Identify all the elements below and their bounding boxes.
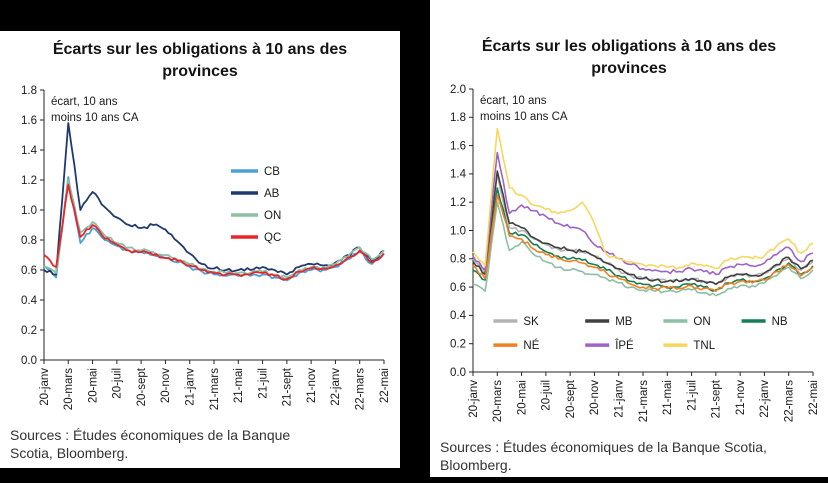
x-tick-label: 22-janv [759,380,771,418]
x-tick-label: 22-mars [355,368,367,410]
y-tick-label: 0.2 [21,325,37,337]
x-tick-label: 21-mai [662,380,674,415]
x-tick-label: 20-nov [589,380,601,415]
y-tick-label: 2.0 [450,84,466,96]
x-tick-label: 20-janv [39,368,51,406]
x-tick-label: 22-janv [330,368,342,406]
series-line-ÎPÉ [472,152,814,276]
legend-label-NÉ: NÉ [523,339,539,352]
series-line-AB [43,122,385,276]
legend-label-ÎPÉ: ÎPÉ [614,339,634,352]
x-tick-label: 21-sept [711,379,723,418]
left-chart-title: Écarts sur les obligations à 10 ans des … [52,41,348,80]
x-tick-label: 21-mai [233,368,245,403]
y-tick-label: 1.8 [21,85,37,97]
y-tick-label: 1.4 [450,169,467,181]
plot-annotation: écart, 10 ans [51,96,118,108]
x-tick-label: 20-mars [63,368,75,410]
left-source-note: Sources : Études économiques de la Banqu… [10,427,291,462]
x-tick-label: 21-sept [282,367,294,406]
x-tick-label: 21-juil [257,368,269,399]
plot-annotation: moins 10 ans CA [480,111,568,123]
series-line-SK [472,173,814,286]
x-tick-label: 22-mai [808,380,820,415]
series-line-ON [43,179,385,279]
y-tick-label: 0.4 [450,310,467,322]
series-line-TNL [472,127,814,270]
legend-label-NB: NB [772,316,788,328]
y-tick-label: 0.6 [21,265,37,277]
legend-label-SK: SK [523,316,539,328]
series-line-NÉ [472,194,814,293]
x-tick-label: 20-sept [136,367,148,406]
legend-label-MB: MB [615,316,633,328]
y-tick-label: 1.6 [450,141,466,153]
plot-annotation: moins 10 ans CA [51,112,139,124]
x-tick-label: 20-nov [160,368,172,403]
y-tick-label: 1.2 [450,197,466,209]
legend-label-ON: ON [264,210,281,222]
y-tick-label: 1.2 [21,175,37,187]
y-tick-label: 0.8 [21,235,37,247]
x-tick-label: 21-janv [614,380,626,418]
x-tick-label: 20-juil [541,380,553,411]
x-tick-label: 22-mai [379,368,391,403]
left-line-chart: 0.0 0.2 0.4 0.6 0.8 1.0 1.2 1.4 1.6 1.8 20-janv 20-… [21,85,391,410]
x-tick-label: 20-mai [516,380,528,415]
x-tick-label: 20-sept [565,379,577,418]
y-tick-label: 0.2 [450,339,466,351]
y-tick-label: 1.4 [21,145,38,157]
y-tick-label: 0.0 [450,367,466,379]
y-tick-label: 0.4 [21,295,38,307]
y-tick-label: 1.0 [450,225,466,237]
y-tick-label: 1.6 [21,115,37,127]
legend-label-CB: CB [264,166,280,178]
right-chart-title: Écarts sur les obligations à 10 ans des … [481,38,777,77]
x-tick-label: 20-mai [87,368,99,403]
y-tick-label: 1.0 [21,205,37,217]
right-chart-panel: Écarts sur les obligations à 10 ans des … [430,0,828,477]
x-tick-label: 20-juil [112,368,124,399]
legend-label-AB: AB [264,188,280,200]
y-tick-label: 0.0 [21,355,37,367]
x-tick-label: 22-mars [784,380,796,422]
right-line-chart: 0.0 0.2 0.4 0.6 0.8 1.0 1.2 1.4 1.6 1.8 2.0 20-janv… [450,84,820,422]
plot-annotation: écart, 10 ans [480,95,547,107]
x-tick-label: 20-mars [492,380,504,422]
x-tick-label: 21-mars [209,368,221,410]
x-tick-label: 21-janv [185,368,197,406]
series-line-ON [472,201,814,297]
right-source-note: Sources : Études économiques de la Banqu… [440,439,767,474]
y-tick-label: 0.6 [450,282,466,294]
series-line-QC [43,183,385,282]
y-tick-label: 1.8 [450,112,466,124]
y-tick-label: 0.8 [450,254,466,266]
left-chart-panel: Écarts sur les obligations à 10 ans des … [0,31,400,468]
legend-label-ON: ON [693,316,710,328]
legend-label-TNL: TNL [693,340,715,352]
legend-label-QC: QC [264,232,281,244]
x-tick-label: 20-janv [468,380,480,418]
x-tick-label: 21-nov [306,368,318,403]
x-tick-label: 21-nov [735,380,747,415]
x-tick-label: 21-juil [686,380,698,411]
x-tick-label: 21-mars [638,380,650,422]
series-line-MB [472,170,814,286]
